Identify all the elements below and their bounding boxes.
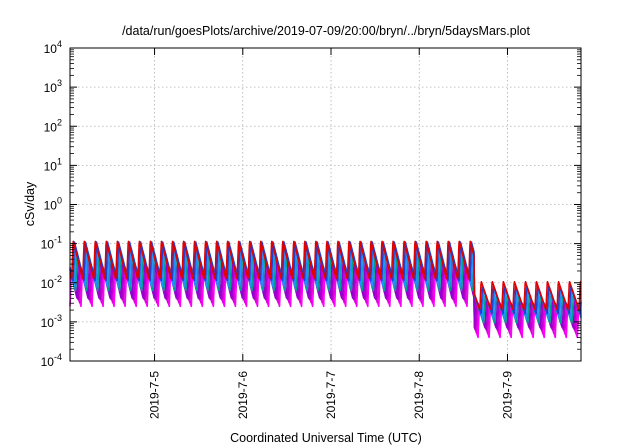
- y-tick-exponent: -2: [54, 274, 62, 284]
- y-tick-base: 10: [41, 316, 55, 330]
- series-line: [69, 240, 582, 311]
- y-tick-label: 104: [44, 39, 62, 56]
- x-tick-label: 2019-7-5: [148, 371, 162, 419]
- series-layer: [69, 240, 582, 339]
- y-tick-base: 10: [44, 120, 58, 134]
- y-tick-base: 10: [41, 238, 55, 252]
- y-tick-label: 10-2: [41, 274, 62, 291]
- x-tick-label: 2019-7-9: [500, 371, 514, 419]
- x-tick-label: 2019-7-8: [412, 371, 426, 419]
- y-tick-base: 10: [41, 277, 55, 291]
- y-tick-exponent: -1: [54, 235, 62, 245]
- y-tick-label: 102: [44, 117, 62, 134]
- x-tick-label: 2019-7-7: [324, 371, 338, 419]
- y-tick-exponent: -3: [54, 313, 62, 323]
- y-tick-label: 10-1: [41, 235, 62, 252]
- y-tick-exponent: 4: [57, 39, 62, 49]
- y-tick-exponent: 2: [57, 117, 62, 127]
- chart-title: /data/run/goesPlots/archive/2019-07-09/2…: [122, 24, 530, 38]
- y-tick-base: 10: [44, 42, 58, 56]
- y-tick-exponent: 1: [57, 156, 62, 166]
- y-tick-label: 100: [44, 196, 62, 213]
- y-tick-base: 10: [44, 81, 58, 95]
- ticks: [70, 47, 581, 362]
- y-tick-label: 10-3: [41, 313, 62, 330]
- x-tick-label: 2019-7-6: [236, 371, 250, 419]
- y-tick-base: 10: [41, 355, 55, 369]
- y-tick-label: 103: [44, 78, 62, 95]
- y-tick-exponent: -4: [54, 352, 62, 362]
- y-tick-exponent: 0: [57, 196, 62, 206]
- y-tick-base: 10: [44, 199, 58, 213]
- y-tick-label: 101: [44, 156, 62, 173]
- y-tick-base: 10: [44, 159, 58, 173]
- y-tick-exponent: 3: [57, 78, 62, 88]
- x-tick-labels: 2019-7-5 2019-7-6 2019-7-7 2019-7-8 2019-7-9: [148, 371, 515, 419]
- y-axis-label: cSv/day: [23, 181, 37, 226]
- y-tick-label: 10-4: [41, 352, 62, 369]
- x-axis-label: Coordinated Universal Time (UTC): [230, 431, 422, 445]
